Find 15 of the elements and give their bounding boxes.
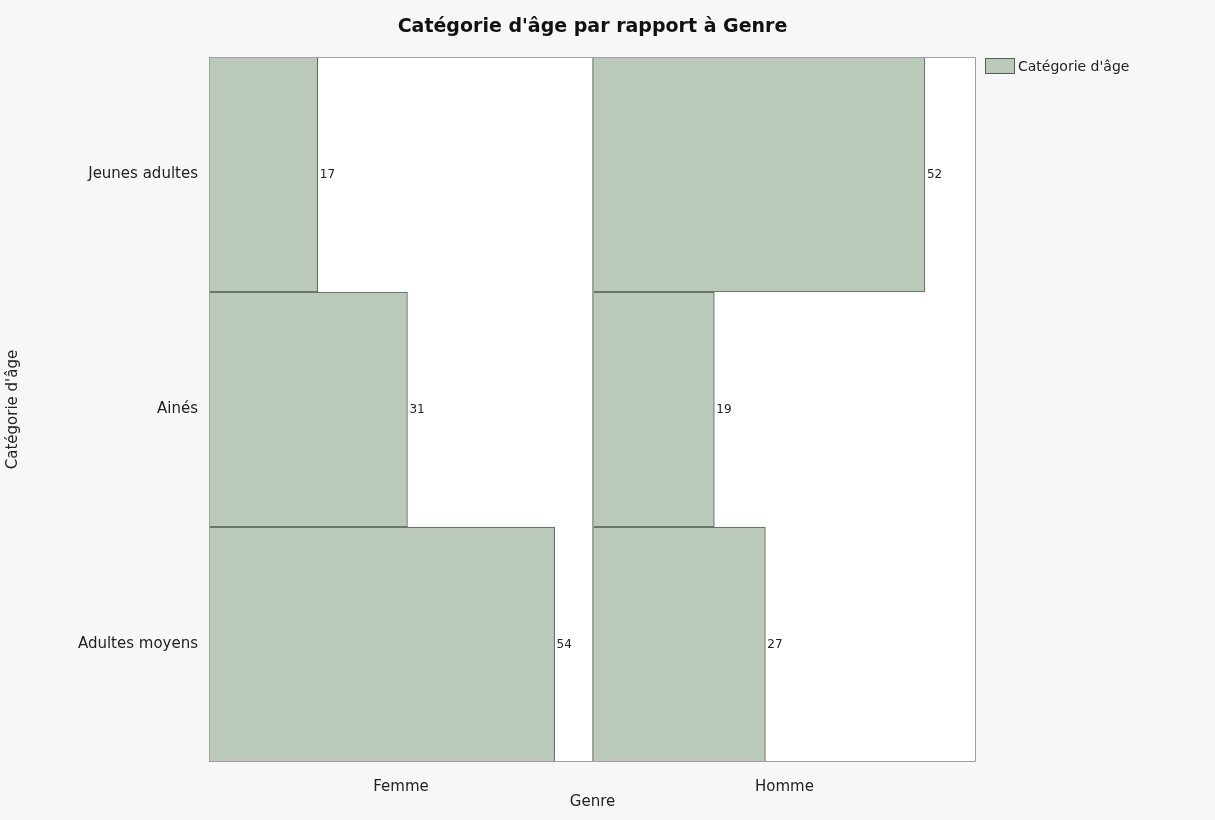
x-axis-title: Homme: [755, 776, 814, 795]
text: Genre: [569, 792, 616, 810]
y-tick-label: Adultes moyens: [77, 634, 199, 653]
x-axis-title: Femme: [373, 776, 429, 795]
data-label: 27: [767, 636, 783, 651]
data-label: 52: [926, 166, 943, 181]
data-label: 19: [716, 401, 732, 416]
text: Catégorie d'âge: [1018, 58, 1130, 74]
data-label: 17: [319, 166, 336, 181]
y-axis-title: Catégorie d'âge: [2, 349, 21, 470]
data-label: 54: [556, 636, 572, 651]
text: Catégorie d'âge par rapport à Genre: [396, 14, 789, 36]
y-tick-label: Ainés: [157, 399, 199, 418]
data-label: 31: [409, 401, 425, 416]
y-tick-label: Jeunes adultes: [87, 164, 199, 183]
